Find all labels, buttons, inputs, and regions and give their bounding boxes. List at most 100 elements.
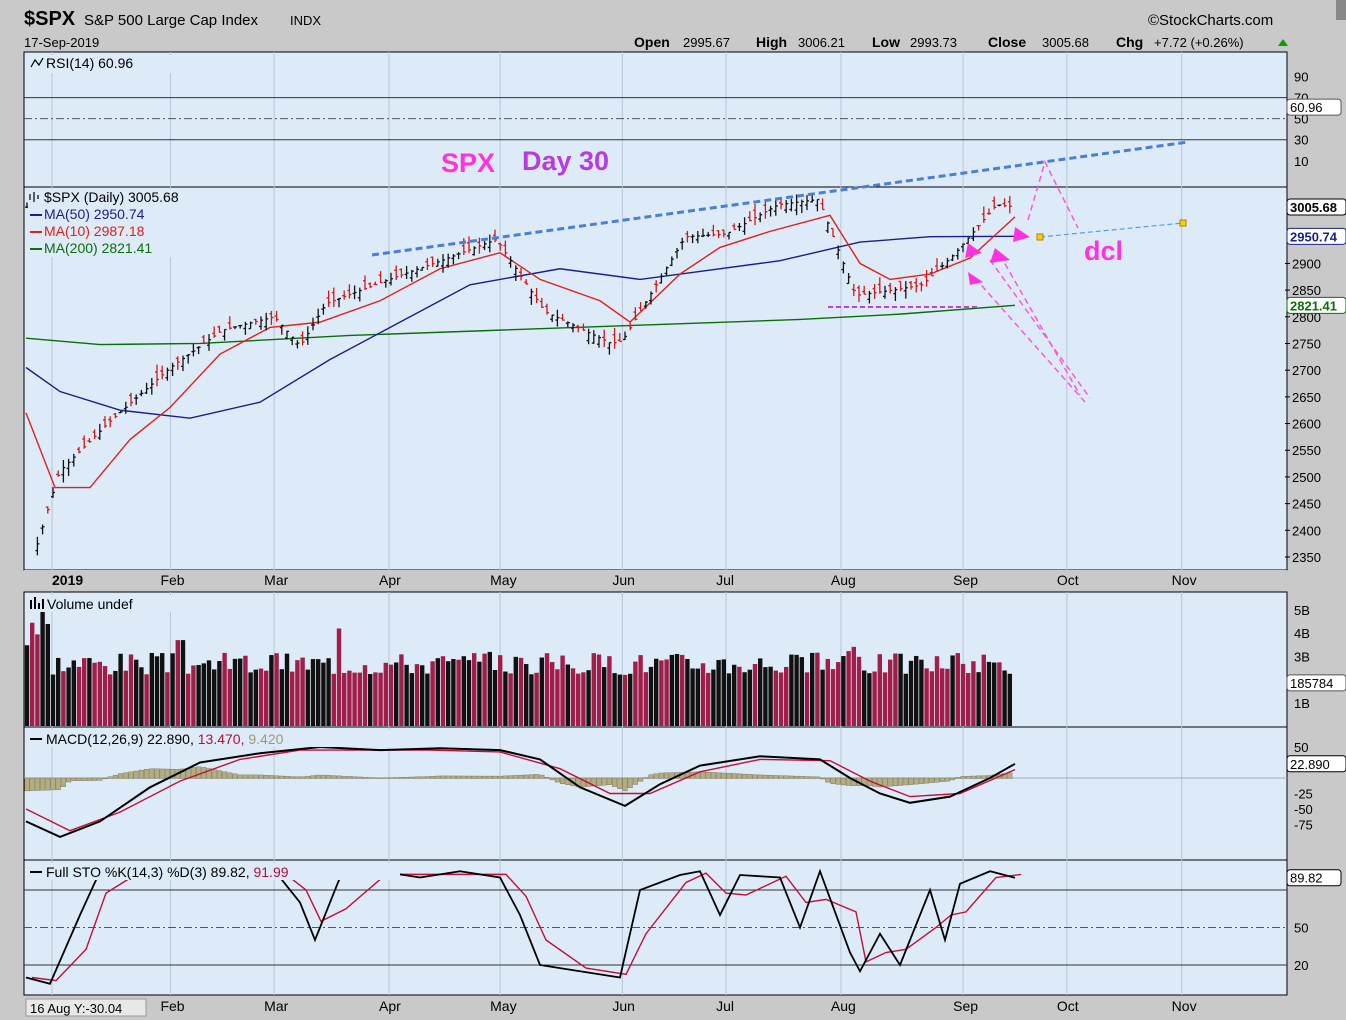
volume-bar — [305, 669, 310, 726]
macd-hist-bar — [102, 777, 108, 780]
macd-hist-bar — [887, 777, 893, 787]
volume-bar — [56, 657, 61, 726]
dcl-marker — [1036, 233, 1044, 241]
macd-hist-bar — [435, 775, 441, 779]
volume-bar — [258, 668, 264, 726]
macd-hist-bar — [71, 777, 77, 781]
sto-main-label: Full STO %K(14,3) %D(3) 89.82, — [46, 864, 253, 880]
macd-hist-bar — [580, 777, 586, 788]
macd-hist-bar — [263, 775, 269, 779]
volume-bar — [690, 668, 695, 726]
macd-hist-bar — [981, 775, 987, 779]
volume-bar — [518, 657, 524, 726]
macd-hist-bar — [258, 774, 264, 779]
macd-hist-label: 9.420 — [248, 731, 283, 747]
volume-bar — [768, 666, 773, 726]
volume-bar — [383, 662, 388, 726]
chg-label: Chg — [1116, 34, 1143, 50]
macd-hist-bar — [622, 777, 628, 792]
macd-hist-bar — [336, 775, 342, 779]
volume-bar — [175, 640, 180, 726]
macd-hist-bar — [40, 777, 46, 791]
volume-bar — [248, 672, 253, 726]
volume-bar — [747, 669, 752, 726]
volume-bar — [253, 669, 258, 726]
volume-bar — [945, 668, 950, 726]
macd-hist-bar — [383, 777, 389, 779]
month-tick-label: Nov — [1172, 572, 1197, 588]
macd-hist-bar — [227, 772, 233, 779]
macd-hist-bar — [549, 777, 555, 781]
sto-badge — [1286, 869, 1342, 887]
volume-bar — [238, 658, 243, 726]
price-tick-label: 2700 — [1292, 363, 1321, 378]
volume-bar — [342, 673, 347, 726]
macd-hist-bar — [97, 777, 103, 781]
macd-hist-bar — [118, 773, 124, 779]
macd-hist-bar — [898, 777, 904, 786]
annotation-arrow — [1013, 227, 1030, 242]
volume-bar — [924, 668, 929, 726]
volume-bar — [180, 640, 186, 726]
annotation-arrow — [990, 248, 1010, 263]
volume-bar — [165, 672, 170, 726]
volume-bar — [290, 671, 295, 726]
macd-hist-bar — [960, 776, 966, 779]
volume-bar — [628, 673, 633, 726]
macd-hist-bar — [211, 769, 217, 779]
volume-bar — [472, 653, 477, 726]
macd-hist-bar — [76, 777, 82, 781]
month-tick-label: Apr — [379, 572, 401, 588]
volume-bar — [794, 654, 799, 726]
macd-hist-bar — [502, 775, 508, 779]
volume-bar — [981, 654, 986, 726]
macd-hist-bar — [424, 776, 430, 779]
macd-hist-bar — [398, 777, 404, 779]
volume-bar — [617, 674, 622, 726]
month-tick-label: May — [490, 998, 516, 1014]
volume-bar — [732, 664, 737, 726]
month-tick-label: Oct — [1057, 998, 1079, 1014]
volume-bar — [997, 662, 1002, 726]
low-value: 2993.73 — [910, 35, 957, 50]
volume-bar — [966, 673, 971, 726]
macd-hist-bar — [653, 773, 659, 779]
volume-bar — [24, 645, 30, 726]
macd-signal-line — [25, 749, 1016, 832]
open-label: Open — [634, 34, 670, 50]
trendline-upper — [371, 140, 1189, 257]
macd-hist-bar — [892, 777, 898, 787]
volume-bar — [274, 653, 279, 726]
macd-hist-bar — [606, 777, 612, 785]
volume-bar — [529, 674, 534, 726]
volume-bar — [440, 656, 446, 726]
macd-hist-bar — [970, 775, 976, 779]
macd-hist-bar — [60, 777, 66, 787]
volume-bar — [633, 661, 638, 726]
month-tick-label: Nov — [1172, 998, 1197, 1014]
projection-line — [974, 277, 1086, 403]
volume-bar — [622, 674, 628, 726]
month-tick-label: Jul — [716, 998, 734, 1014]
macd-hist-bar — [908, 777, 914, 785]
macd-hist-bar — [232, 773, 238, 779]
rsi-tick-label: 90 — [1294, 70, 1308, 85]
macd-hist-bar — [747, 774, 753, 779]
price-layer — [25, 193, 1016, 556]
macd-hist-bar — [29, 777, 35, 791]
rsi-legend: RSI(14) 60.96 — [30, 55, 180, 73]
macd-hist-bar — [482, 775, 488, 779]
month-tick-label: Jul — [716, 572, 734, 588]
macd-hist-bar — [944, 777, 950, 782]
macd-hist-bar — [206, 768, 212, 779]
volume-bar — [539, 657, 544, 726]
macd-hist-bar — [66, 777, 72, 783]
volume-bar — [30, 622, 35, 726]
macd-hist-bar — [705, 772, 711, 779]
volume-bar — [108, 674, 113, 726]
source-watermark: ©StockCharts.com — [1148, 12, 1273, 29]
volume-bar — [316, 659, 321, 726]
macd-tick-label: -50 — [1294, 802, 1313, 817]
volume-bar — [856, 656, 862, 726]
